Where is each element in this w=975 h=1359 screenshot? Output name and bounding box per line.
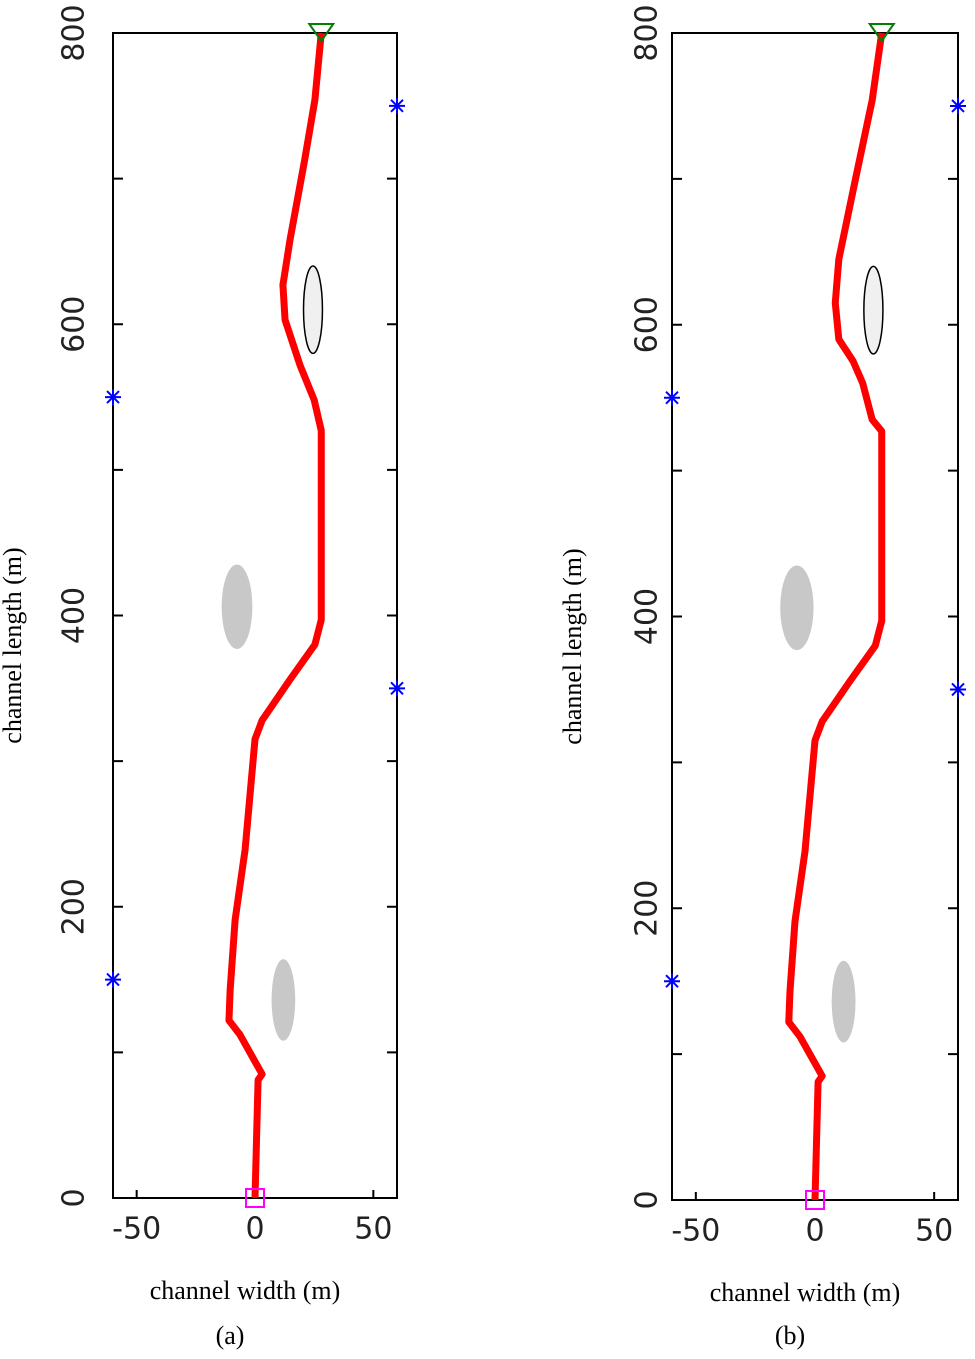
waypoint xyxy=(389,97,405,114)
start-marker xyxy=(245,1188,265,1208)
x-tick-label: -50 xyxy=(671,1214,720,1249)
waypoint xyxy=(950,681,966,698)
path-line xyxy=(785,32,886,1201)
plot-frame xyxy=(112,32,398,1199)
obstacle xyxy=(831,960,856,1043)
x-tick-label: 50 xyxy=(354,1212,392,1247)
x-axis-label: channel width (m) xyxy=(710,1278,901,1307)
x-tick-label: 0 xyxy=(245,1212,264,1247)
goal-marker xyxy=(867,23,896,43)
y-tick-label: 800 xyxy=(630,4,665,61)
y-tick-label: 400 xyxy=(57,587,92,644)
waypoint xyxy=(664,973,680,990)
path-line xyxy=(225,32,325,1199)
y-tick-label: 200 xyxy=(57,878,92,935)
plot-frame xyxy=(671,32,959,1201)
start-marker xyxy=(805,1190,825,1210)
x-tick-label: 0 xyxy=(805,1214,824,1249)
obstacle xyxy=(780,565,814,651)
waypoint xyxy=(664,389,680,406)
y-tick-label: 800 xyxy=(57,4,92,61)
y-tick-label: 0 xyxy=(57,1188,92,1207)
caption: (b) xyxy=(775,1321,805,1350)
waypoint xyxy=(105,971,121,988)
y-tick-label: 600 xyxy=(630,296,665,353)
y-axis-label: channel length (m) xyxy=(0,547,27,743)
x-tick-label: 50 xyxy=(915,1214,953,1249)
obstacle xyxy=(221,564,253,649)
obstacle xyxy=(863,265,884,355)
waypoint xyxy=(389,680,405,697)
y-tick-label: 600 xyxy=(57,296,92,353)
y-tick-label: 400 xyxy=(630,588,665,645)
goal-marker xyxy=(307,23,336,43)
x-tick-label: -50 xyxy=(112,1212,161,1247)
obstacle xyxy=(302,265,324,355)
waypoint xyxy=(950,97,966,114)
y-axis-label: channel length (m) xyxy=(558,548,587,744)
waypoint xyxy=(105,389,121,406)
y-tick-label: 0 xyxy=(630,1190,665,1209)
y-tick-label: 200 xyxy=(630,880,665,937)
caption: (a) xyxy=(216,1321,245,1350)
obstacle xyxy=(271,959,296,1041)
x-axis-label: channel width (m) xyxy=(150,1276,341,1305)
